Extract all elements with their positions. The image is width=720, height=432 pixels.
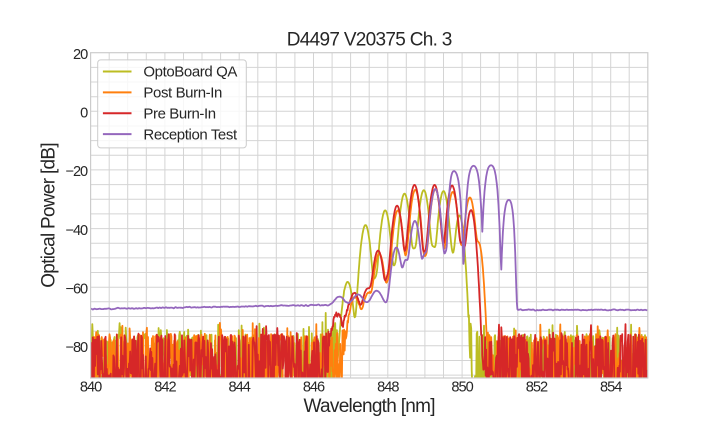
svg-text:Pre Burn-In: Pre Burn-In	[143, 105, 215, 122]
svg-text:OptoBoard QA: OptoBoard QA	[143, 64, 237, 81]
svg-text:854: 854	[600, 380, 622, 396]
svg-text:Optical Power [dB]: Optical Power [dB]	[39, 143, 60, 288]
svg-text:−40: −40	[65, 223, 88, 239]
svg-text:850: 850	[451, 380, 473, 396]
svg-text:Reception Test: Reception Test	[143, 126, 238, 143]
svg-text:D4497 V20375 Ch. 3: D4497 V20375 Ch. 3	[287, 30, 452, 51]
svg-text:846: 846	[303, 380, 325, 396]
svg-text:−20: −20	[65, 164, 88, 180]
svg-text:844: 844	[229, 380, 251, 396]
svg-text:852: 852	[526, 380, 548, 396]
svg-text:20: 20	[73, 47, 88, 63]
svg-text:840: 840	[80, 380, 102, 396]
svg-text:−60: −60	[65, 281, 88, 297]
svg-text:Post Burn-In: Post Burn-In	[143, 85, 222, 102]
svg-text:−80: −80	[65, 340, 88, 356]
svg-text:Wavelength [nm]: Wavelength [nm]	[304, 396, 435, 417]
svg-text:842: 842	[154, 380, 176, 396]
svg-text:0: 0	[80, 106, 88, 122]
svg-text:848: 848	[377, 380, 399, 396]
